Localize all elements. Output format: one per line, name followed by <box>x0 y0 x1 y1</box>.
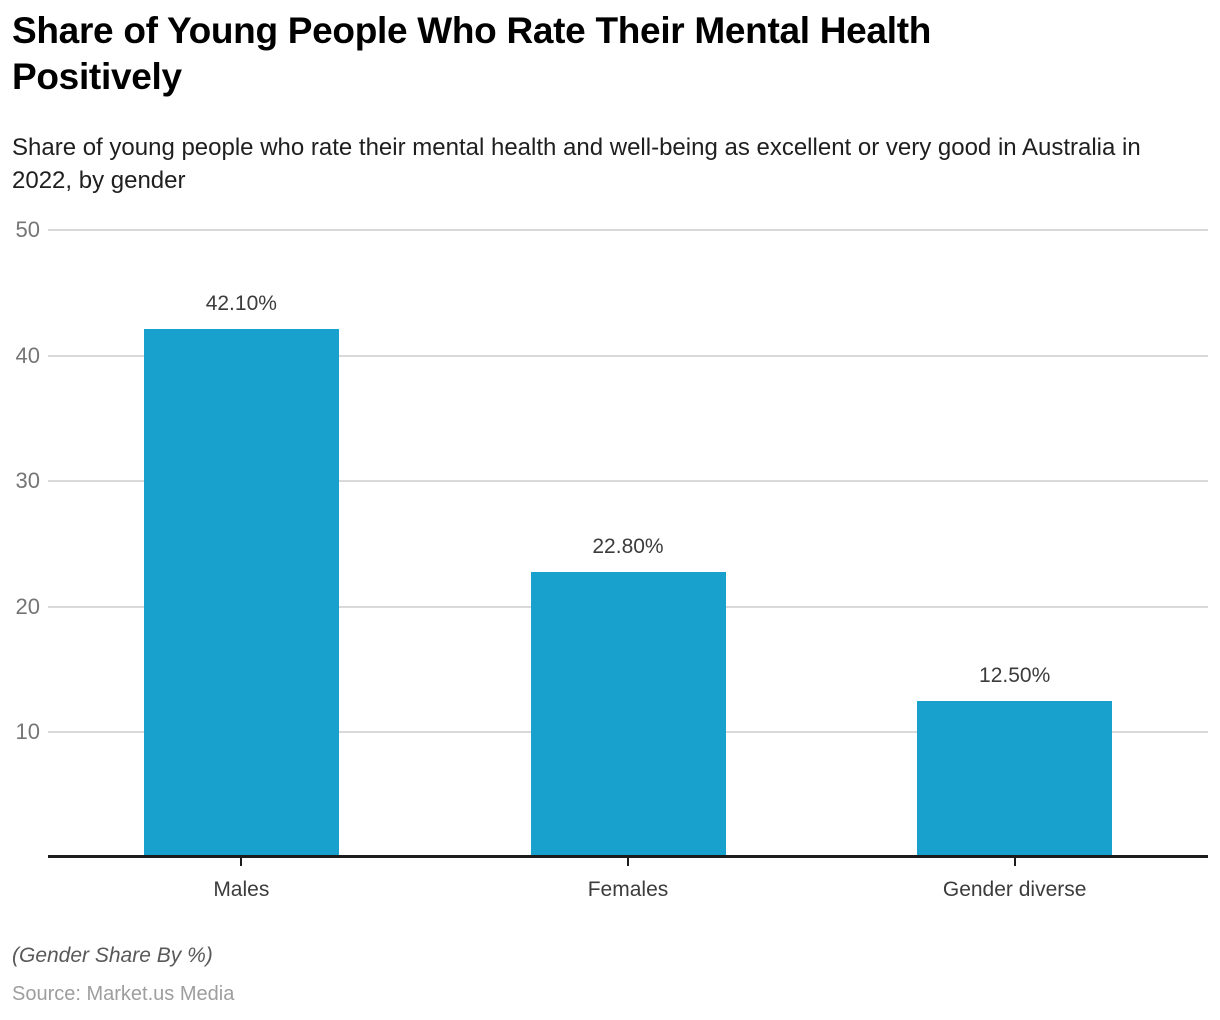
x-category-label: Males <box>213 878 270 901</box>
x-category-label: Gender diverse <box>942 878 1087 901</box>
unit-footnote: (Gender Share By %) <box>12 944 213 967</box>
y-axis-tick-label: 50 <box>15 217 40 242</box>
x-axis-line <box>48 855 1208 858</box>
chart-title: Share of Young People Who Rate Their Men… <box>12 10 932 98</box>
bar-value-label: 42.10% <box>205 292 277 316</box>
gridline-30 <box>48 480 1208 483</box>
y-axis-tick-label: 10 <box>15 719 40 745</box>
bar-value-label: 22.80% <box>592 534 664 558</box>
source-credit: Source: Market.us Media <box>12 983 235 1005</box>
bar-females <box>530 571 726 858</box>
gridline-40 <box>48 354 1208 357</box>
x-category-label: Females <box>587 878 669 901</box>
x-axis-tick <box>1013 858 1016 866</box>
gridline-50 <box>48 229 1208 231</box>
y-axis-tick-label: 20 <box>15 593 40 619</box>
bar-gender-diverse <box>917 701 1113 858</box>
y-axis-tick-label: 30 <box>15 468 40 494</box>
bar-value-label: 12.50% <box>979 664 1051 687</box>
chart-subtitle: Share of young people who rate their men… <box>12 134 1141 195</box>
x-axis-tick <box>627 858 629 866</box>
bar-males <box>143 329 339 858</box>
x-axis-tick <box>240 858 243 866</box>
y-axis-tick-label: 40 <box>15 342 40 368</box>
